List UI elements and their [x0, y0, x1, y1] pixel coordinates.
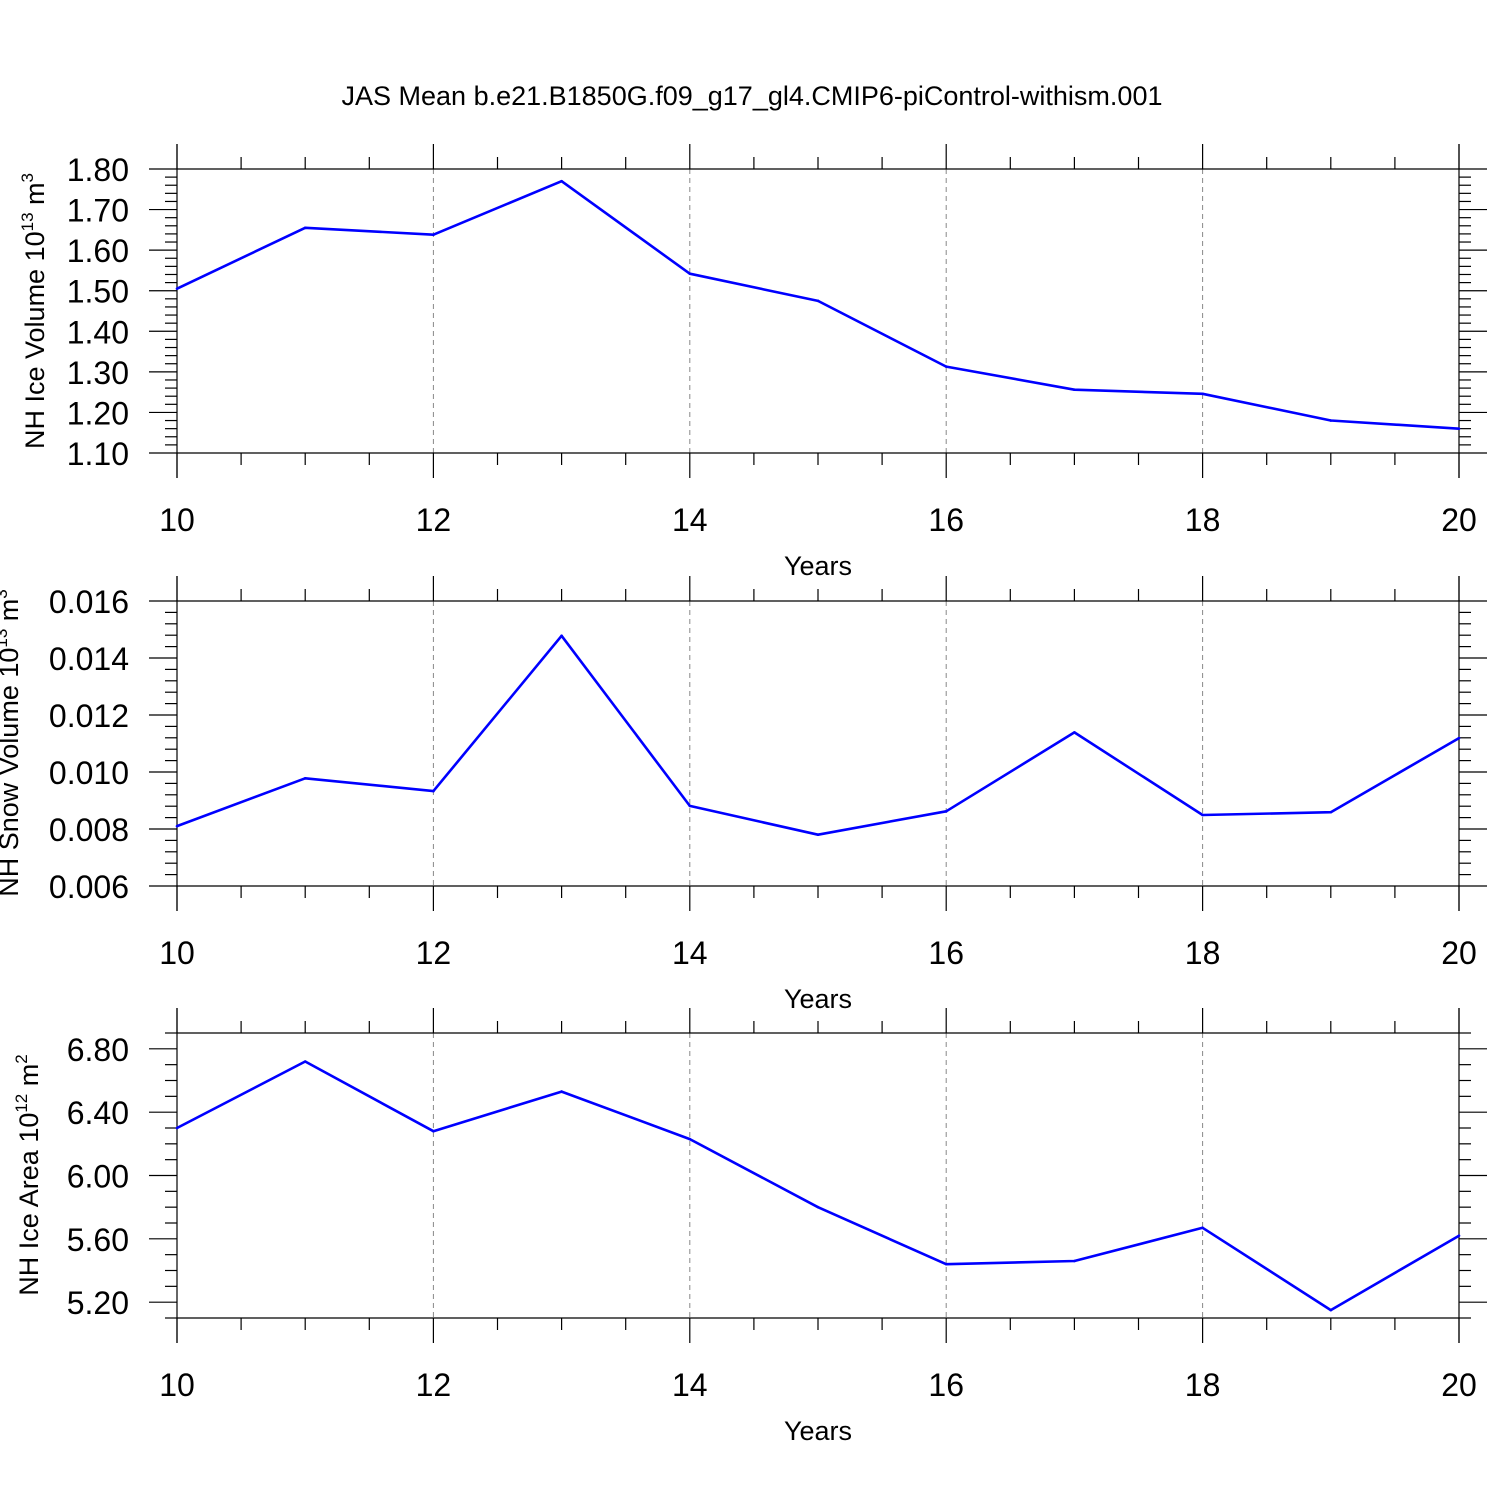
- data-point: [1457, 1234, 1461, 1237]
- data-point: [1329, 419, 1333, 422]
- data-point: [1329, 1308, 1333, 1312]
- y-axis-title-unit: m: [0, 599, 24, 629]
- data-point: [303, 776, 307, 780]
- y-axis-title-unit-exponent: 3: [0, 589, 11, 598]
- y-axis-title-base: NH Ice Volume 10: [20, 231, 50, 449]
- data-point: [1201, 813, 1204, 817]
- data-point: [816, 1205, 820, 1209]
- y-tick-label: 1.20: [67, 395, 129, 431]
- x-tick-label: 12: [416, 1367, 452, 1403]
- y-axis-title: NH Ice Volume 1013 m3: [18, 173, 50, 449]
- panel-3: 10 12 14 16 18 20 Years 5.20 5.60 6.00 6.40 6.80 NH …: [12, 1008, 1487, 1446]
- y-tick-label: 1.10: [67, 436, 129, 472]
- panel-2: 10 12 14 16 18 20 Years 0.006 0.008 0.010 0.012 0.0…: [0, 576, 1487, 1014]
- data-point: [816, 833, 820, 836]
- y-tick-label: 6.00: [67, 1159, 129, 1195]
- data-point: [432, 789, 435, 793]
- y-tick-label: 1.60: [67, 233, 129, 269]
- x-tick-label: 20: [1441, 1367, 1477, 1403]
- data-point: [944, 810, 948, 813]
- y-axis-title-exponent: 12: [12, 1094, 31, 1113]
- data-point: [560, 634, 563, 638]
- y-axis-title: NH Ice Area 1012 m2: [12, 1054, 44, 1295]
- series-line: [176, 1060, 1460, 1312]
- y-axis-title: NH Snow Volume 1013 m3: [0, 589, 24, 897]
- x-axis-title: Years: [784, 984, 852, 1014]
- x-tick-label: 12: [416, 935, 452, 971]
- data-point: [688, 272, 692, 275]
- panels: 10 12 14 16 18 20 Years 1.10 1.20 1.30 1.40 1.50 1.6…: [0, 144, 1487, 1446]
- x-tick-label: 18: [1185, 935, 1221, 971]
- data-point: [944, 1262, 948, 1266]
- data-point: [1073, 388, 1076, 392]
- x-tick-label: 14: [672, 1367, 708, 1403]
- panel-1: 10 12 14 16 18 20 Years 1.10 1.20 1.30 1.40 1.50 1.6…: [18, 144, 1487, 581]
- data-point: [688, 804, 692, 808]
- x-tick-label: 14: [672, 502, 708, 538]
- chart-title: JAS Mean b.e21.B1850G.f09_g17_gl4.CMIP6-…: [342, 81, 1163, 111]
- y-axis-title-base: NH Ice Area 10: [14, 1113, 44, 1296]
- series-line: [176, 179, 1460, 430]
- y-tick-label: 5.60: [67, 1222, 129, 1258]
- y-tick-label: 5.20: [67, 1285, 129, 1321]
- data-point: [1457, 736, 1461, 740]
- series-line: [176, 634, 1460, 837]
- data-point: [1201, 392, 1204, 396]
- x-tick-label: 10: [159, 502, 195, 538]
- data-point: [1457, 427, 1461, 430]
- y-tick-label: 1.80: [67, 152, 129, 188]
- data-point: [303, 1060, 307, 1063]
- x-tick-label: 10: [159, 935, 195, 971]
- data-point: [1073, 1259, 1076, 1263]
- y-axis-title-unit-exponent: 3: [18, 173, 37, 182]
- y-axis-title-base: NH Snow Volume 10: [0, 648, 24, 897]
- x-tick-label: 16: [928, 502, 964, 538]
- x-tick-label: 18: [1185, 502, 1221, 538]
- y-tick-label: 6.80: [67, 1032, 129, 1068]
- data-point: [944, 365, 948, 368]
- x-tick-label: 18: [1185, 1367, 1221, 1403]
- x-tick-label: 16: [928, 1367, 964, 1403]
- data-point: [1329, 810, 1333, 814]
- data-point: [688, 1137, 692, 1141]
- data-point: [1201, 1226, 1204, 1230]
- y-tick-label: 1.30: [67, 355, 129, 391]
- y-tick-label: 0.006: [49, 869, 129, 905]
- y-tick-label: 1.70: [67, 193, 129, 229]
- y-tick-label: 0.016: [49, 584, 129, 620]
- x-tick-label: 14: [672, 935, 708, 971]
- data-point: [816, 299, 820, 303]
- y-axis-title-unit-exponent: 2: [12, 1054, 31, 1063]
- y-tick-label: 0.010: [49, 755, 129, 791]
- y-tick-label: 0.012: [49, 698, 129, 734]
- y-tick-label: 1.40: [67, 314, 129, 350]
- y-tick-label: 0.014: [49, 641, 129, 677]
- x-tick-label: 10: [159, 1367, 195, 1403]
- y-axis-title-exponent: 13: [0, 629, 11, 648]
- y-axis-title-exponent: 13: [18, 212, 37, 231]
- x-axis-title: Years: [784, 1416, 852, 1446]
- data-point: [560, 1090, 563, 1093]
- data-point: [432, 1129, 435, 1133]
- x-tick-label: 12: [416, 502, 452, 538]
- y-axis-title-unit: m: [20, 182, 50, 212]
- data-point: [1073, 731, 1076, 734]
- y-tick-label: 0.008: [49, 812, 129, 848]
- data-point: [432, 233, 435, 237]
- x-tick-label: 20: [1441, 935, 1477, 971]
- data-point: [560, 179, 563, 183]
- x-tick-label: 20: [1441, 502, 1477, 538]
- data-point: [175, 1126, 179, 1130]
- data-point: [175, 287, 179, 290]
- data-point: [175, 824, 179, 828]
- x-axis-title: Years: [784, 551, 852, 581]
- data-point: [303, 226, 307, 230]
- y-tick-label: 1.50: [67, 274, 129, 310]
- y-axis-title-unit: m: [14, 1064, 44, 1094]
- x-tick-label: 16: [928, 935, 964, 971]
- y-tick-label: 6.40: [67, 1095, 129, 1131]
